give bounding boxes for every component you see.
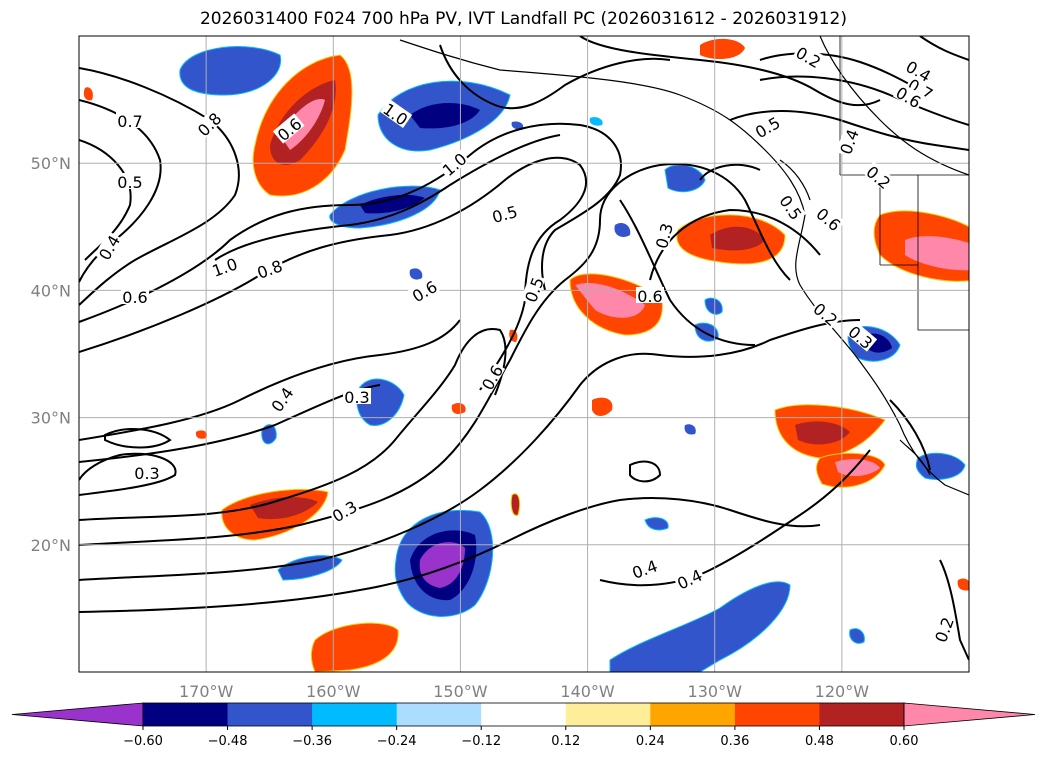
colorbar-segment <box>481 703 567 726</box>
contour-label-bg <box>902 56 936 85</box>
map-content <box>79 36 969 672</box>
colorbar-tick-label: 0.12 <box>551 734 580 749</box>
contour-label-bg <box>121 288 149 304</box>
map-gridlines <box>79 36 969 672</box>
latitude-labels: 50°N 40°N 30°N 20°N <box>31 154 71 555</box>
longitude-labels: 170°W 160°W 150°W 140°W 130°W 120°W <box>179 682 869 701</box>
colorbar-segment <box>143 703 229 726</box>
contour-label-bg <box>253 255 286 281</box>
colorbar-segment <box>312 703 398 726</box>
positive-anomaly-regions <box>195 38 969 672</box>
contour-label-bg <box>750 112 784 141</box>
contour-label: 0.7 <box>117 112 142 131</box>
contour-label-bg <box>651 219 675 252</box>
colorbar-tick-label: −0.48 <box>208 734 248 749</box>
contour-label-bg <box>266 382 296 415</box>
contour-label-bg <box>673 565 706 592</box>
contour-label-bg <box>792 42 826 71</box>
contour-label-bg <box>437 148 470 179</box>
contour-label-bg <box>327 496 361 525</box>
contour-label-bg <box>863 161 896 192</box>
colorbar-outline <box>142 702 905 727</box>
colorbar-extend-low <box>11 702 144 727</box>
colorbar-tick-label: 0.36 <box>720 734 749 749</box>
pv-contours <box>79 36 969 661</box>
contour-label-bg <box>520 273 546 306</box>
contour-label: 0.3 <box>134 464 159 483</box>
contour-label-bg <box>636 287 664 303</box>
lat-tick-label: 40°N <box>31 281 71 300</box>
contour-label-bg <box>777 190 807 223</box>
contour-label: 0.3 <box>344 388 369 407</box>
contour-label-bg <box>892 82 926 111</box>
colorbar-segment <box>396 703 482 726</box>
contour-label-bg <box>904 74 938 103</box>
colorbar-segment <box>650 703 736 726</box>
colorbar-extend-high <box>903 702 1036 727</box>
colorbar <box>11 702 1036 727</box>
contour-label-bg <box>272 113 305 144</box>
colorbar-tick-label: 0.60 <box>890 734 919 749</box>
lon-tick-label: 150°W <box>433 682 488 701</box>
lat-tick-label: 20°N <box>31 536 71 555</box>
contour-label-bg <box>193 108 225 140</box>
colorbar-segment <box>565 703 651 726</box>
contour-label-bg <box>835 125 861 158</box>
lon-tick-label: 170°W <box>179 682 234 701</box>
contour-label-bg <box>343 388 371 404</box>
lon-tick-label: 160°W <box>306 682 361 701</box>
contour-label: 0.6 <box>122 288 147 307</box>
colorbar-tick-label: 0.24 <box>636 734 665 749</box>
map-frame <box>78 35 970 673</box>
contour-label-bg <box>94 230 123 264</box>
contour-label-bg <box>477 360 506 394</box>
contour-label-bg <box>845 321 878 352</box>
colorbar-tick-label: −0.60 <box>123 734 163 749</box>
map-area <box>79 36 969 672</box>
lat-tick-label: 50°N <box>31 154 71 173</box>
contour-label-bg <box>116 112 144 128</box>
colorbar-segment <box>734 703 820 726</box>
contour-label: 0.6 <box>637 287 662 306</box>
contour-label-bg <box>133 464 161 480</box>
contour-label-bg <box>488 201 521 225</box>
map-title: 2026031400 F024 700 hPa PV, IVT Landfall… <box>199 9 847 29</box>
contour-label-bg <box>930 613 956 646</box>
colorbar-tick-label: −0.24 <box>377 734 417 749</box>
colorbar-tick-labels: −0.60 −0.48 −0.36 −0.24 −0.12 0.12 0.24 0.36 0.4… <box>123 726 918 749</box>
contour-label-bg <box>810 298 843 329</box>
colorbar-tick-label: 0.48 <box>805 734 834 749</box>
lon-tick-label: 130°W <box>688 682 743 701</box>
contour-label-bg <box>628 555 661 581</box>
coastlines <box>399 36 969 496</box>
lon-tick-label: 140°W <box>560 682 615 701</box>
lat-tick-label: 30°N <box>31 409 71 428</box>
contour-label-bg <box>116 173 144 189</box>
colorbar-segment <box>227 703 313 726</box>
contour-label-bg <box>380 98 413 128</box>
colorbar-tick-label: −0.36 <box>292 734 332 749</box>
contour-label-bg <box>813 203 846 234</box>
contour-label-bg <box>208 253 241 279</box>
contour-label-bg <box>407 276 441 305</box>
colorbar-tick-label: −0.12 <box>461 734 501 749</box>
contour-label: 0.5 <box>117 173 142 192</box>
colorbar-segment <box>819 703 905 726</box>
lon-tick-label: 120°W <box>815 682 870 701</box>
